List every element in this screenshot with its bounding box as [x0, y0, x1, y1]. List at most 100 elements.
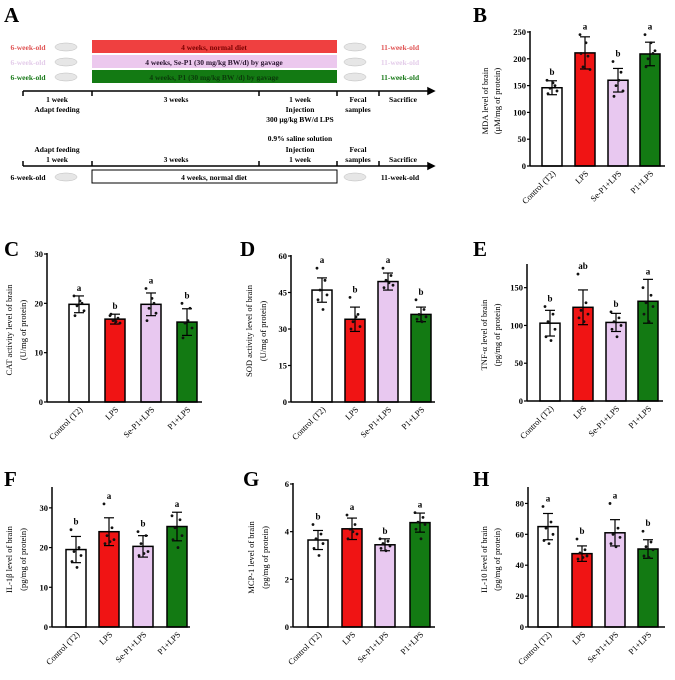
timeline-text: Adapt feeding	[34, 105, 79, 114]
group-bar-control	[91, 169, 338, 184]
data-point	[69, 528, 73, 532]
group-bar-p1	[92, 70, 337, 83]
data-point	[415, 317, 419, 321]
mouse-icon	[343, 172, 367, 182]
data-point	[171, 538, 175, 542]
x-tick-label: Control (T2)	[47, 404, 85, 442]
data-point	[612, 94, 616, 98]
timeline-text: 1 week	[289, 155, 312, 164]
y-tick-label: 150	[513, 81, 526, 91]
age-label: 6-week-old	[11, 173, 47, 182]
data-point	[389, 274, 393, 277]
chart-panel-e: E TNF-α level of brain (pg/mg of protein) b…	[473, 237, 663, 441]
data-point	[384, 549, 388, 553]
y-tick-label: 200	[513, 54, 526, 64]
data-point	[180, 534, 184, 538]
data-point	[576, 557, 580, 561]
data-point	[423, 523, 427, 526]
data-point	[325, 293, 329, 297]
data-point	[112, 538, 116, 542]
data-point	[617, 316, 621, 320]
data-point	[358, 325, 362, 328]
x-tick-label: Control (T2)	[520, 168, 558, 206]
x-tick-label: Se-P1+LPS	[113, 629, 148, 664]
data-point	[584, 301, 588, 305]
significance-letter: b	[352, 284, 357, 294]
x-tick-label: Control (T2)	[516, 629, 554, 667]
y-axis-label: (U/mg of protein)	[18, 300, 28, 361]
y-tick-label: 50	[518, 134, 527, 144]
timeline-text: Sacrifice	[389, 155, 418, 164]
y-tick-label: 50	[515, 358, 524, 368]
data-point	[384, 278, 388, 282]
y-tick-label: 100	[510, 320, 523, 330]
data-point	[581, 65, 585, 69]
data-point	[150, 297, 154, 300]
data-point	[619, 324, 623, 327]
significance-letter: a	[77, 283, 82, 293]
data-point	[551, 312, 555, 316]
data-point	[356, 313, 360, 316]
timeline-text: 0.9% saline solution	[268, 134, 333, 143]
mouse-icon	[343, 42, 367, 52]
y-axis-label: (pg/mg of protein)	[492, 528, 502, 591]
significance-letter: a	[320, 255, 325, 265]
significance-letter: b	[184, 290, 189, 300]
data-point	[545, 78, 549, 82]
data-point	[549, 339, 553, 342]
data-point	[318, 288, 322, 292]
x-tick-label: P1+LPS	[399, 404, 426, 431]
data-point	[586, 54, 590, 58]
bar	[166, 525, 188, 628]
data-point	[641, 529, 645, 533]
data-point	[80, 301, 84, 305]
y-axis-label: MDA level of brain	[480, 67, 490, 135]
y-tick-label: 20	[40, 543, 49, 553]
data-point	[145, 319, 149, 322]
x-tick-label: LPS	[340, 629, 358, 647]
data-point	[651, 548, 655, 552]
data-point	[355, 532, 359, 536]
significance-letter: a	[648, 22, 653, 32]
chart-panel-f: F IL-1β level of brain (pg/mg of protein) b…	[4, 467, 190, 667]
mouse-icon	[343, 57, 367, 67]
data-point	[312, 546, 316, 550]
data-point	[609, 310, 613, 314]
data-point	[144, 534, 148, 538]
data-point	[644, 545, 648, 549]
bar-text: 4 weeks, P1 (30 mg/kg BW /d) by gavage	[149, 73, 279, 82]
y-tick-label: 40	[516, 560, 525, 570]
data-point	[553, 84, 557, 87]
data-point	[653, 49, 657, 53]
data-point	[544, 526, 548, 530]
data-point	[547, 542, 551, 545]
timeline-text: 300 μg/kg BW/d LPS	[266, 115, 333, 124]
data-point	[136, 530, 140, 534]
timeline-text: Injection	[286, 105, 316, 114]
data-point	[353, 523, 357, 526]
y-tick-label: 80	[516, 498, 525, 508]
bar	[410, 313, 432, 403]
data-point	[422, 308, 426, 311]
significance-letter: a	[646, 266, 651, 276]
data-point	[649, 41, 653, 45]
bar	[607, 79, 629, 167]
mouse-icon	[54, 42, 78, 52]
data-point	[170, 514, 174, 518]
data-point	[642, 312, 646, 316]
data-point	[102, 502, 106, 506]
data-point	[614, 545, 618, 549]
bar	[341, 528, 363, 628]
y-tick-label: 10	[35, 348, 44, 358]
age-label: 6-week-old	[11, 58, 47, 67]
data-point	[413, 511, 417, 514]
y-tick-label: 30	[40, 503, 49, 513]
panel-label: D	[240, 237, 255, 261]
significance-letter: b	[382, 526, 387, 536]
y-axis-label: IL-1β level of brain	[4, 525, 14, 593]
data-point	[72, 294, 76, 298]
data-point	[615, 335, 619, 339]
data-point	[382, 286, 386, 290]
significance-letter: b	[315, 512, 320, 522]
